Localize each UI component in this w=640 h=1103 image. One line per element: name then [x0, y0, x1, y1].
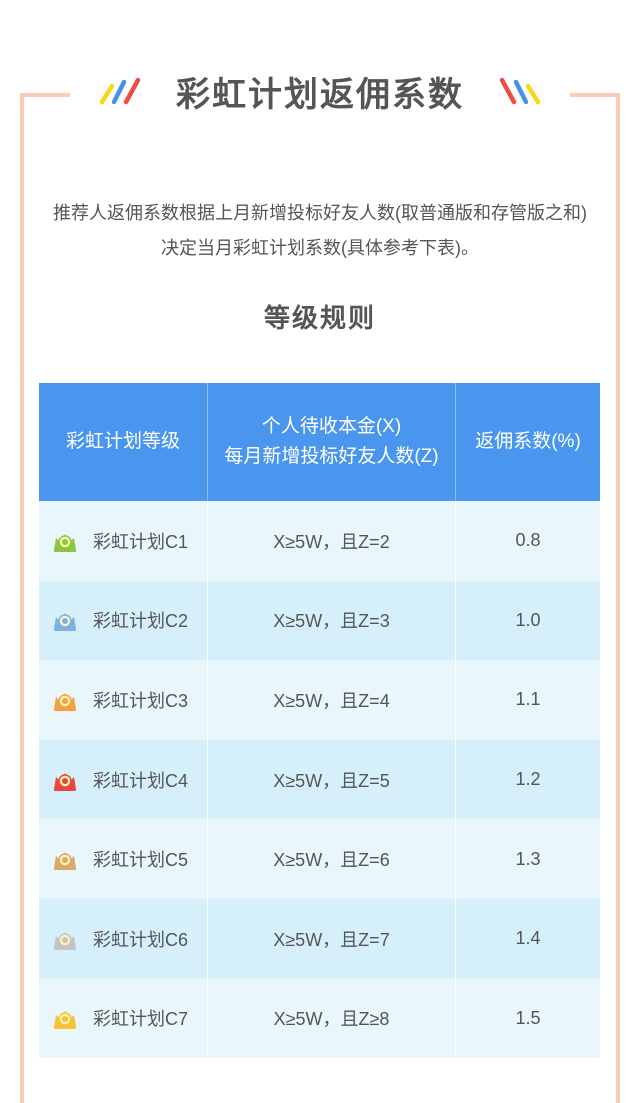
- table-body: 彩虹计划C1 X≥5W，且Z=2 0.8 彩虹计划C2 X≥5W，且Z=3 1.0 彩虹计划…: [39, 501, 600, 1059]
- header-condition: 个人待收本金(X) 每月新增投标好友人数(Z): [208, 383, 456, 501]
- silver-crown-badge-icon: [54, 931, 76, 950]
- blue-crown-badge-icon: [54, 613, 76, 632]
- cell-condition: X≥5W，且Z=4: [208, 660, 456, 740]
- table-row: 彩虹计划C7 X≥5W，且Z≥8 1.5: [39, 978, 600, 1059]
- cell-level: 彩虹计划C3: [39, 660, 208, 740]
- gold-crown-badge-icon: [54, 1011, 76, 1030]
- title-bar: 彩虹计划返佣系数: [70, 60, 570, 122]
- level-label: 彩虹计划C4: [93, 770, 189, 791]
- cell-coefficient: 1.0: [515, 609, 541, 630]
- cell-level: 彩虹计划C1: [39, 501, 208, 581]
- table-row: 彩虹计划C1 X≥5W，且Z=2 0.8: [39, 501, 600, 581]
- level-rules-table: 彩虹计划等级 个人待收本金(X) 每月新增投标好友人数(Z) 返佣系数(%) 彩…: [39, 383, 600, 1059]
- cell-coefficient: 0.8: [515, 530, 541, 551]
- level-label: 彩虹计划C6: [93, 929, 189, 950]
- header-level: 彩虹计划等级: [39, 383, 208, 501]
- table-row: 彩虹计划C2 X≥5W，且Z=3 1.0: [39, 580, 600, 661]
- cell-level: 彩虹计划C5: [39, 819, 208, 899]
- intro-line-2: 决定当月彩虹计划系数(具体参考下表)。: [161, 238, 479, 258]
- cell-level: 彩虹计划C2: [39, 580, 208, 661]
- red-crown-badge-icon: [54, 772, 76, 791]
- cell-level: 彩虹计划C6: [39, 898, 208, 979]
- cell-condition: X≥5W，且Z≥8: [208, 978, 456, 1059]
- green-crown-badge-icon: [54, 533, 76, 552]
- intro-line-1: 推荐人返佣系数根据上月新增投标好友人数(取普通版和存管版之和): [53, 203, 587, 223]
- cell-condition: X≥5W，且Z=3: [208, 580, 456, 661]
- header-coefficient: 返佣系数(%): [475, 431, 581, 452]
- level-label: 彩虹计划C7: [93, 1009, 189, 1030]
- cell-coefficient: 1.5: [515, 1007, 541, 1028]
- level-label: 彩虹计划C3: [93, 690, 189, 711]
- cell-condition: X≥5W，且Z=5: [208, 739, 456, 820]
- cell-coefficient: 1.4: [515, 928, 541, 949]
- level-label: 彩虹计划C5: [93, 850, 189, 871]
- cell-condition: X≥5W，且Z=2: [208, 501, 456, 581]
- table-row: 彩虹计划C5 X≥5W，且Z=6 1.3: [39, 819, 600, 899]
- cell-level: 彩虹计划C4: [39, 739, 208, 820]
- header-condition-line-2: 每月新增投标好友人数(Z): [224, 446, 439, 467]
- intro-text: 推荐人返佣系数根据上月新增投标好友人数(取普通版和存管版之和) 决定当月彩虹计划…: [28, 196, 612, 266]
- section-subtitle: 等级规则: [263, 303, 376, 333]
- level-label: 彩虹计划C1: [93, 531, 189, 552]
- rainbow-stripes-left-icon: [99, 77, 141, 105]
- cell-coefficient: 1.2: [515, 769, 541, 790]
- page-title: 彩虹计划返佣系数: [176, 75, 464, 114]
- cell-condition: X≥5W，且Z=6: [208, 819, 456, 899]
- cell-level: 彩虹计划C7: [39, 978, 208, 1059]
- bronze-crown-badge-icon: [54, 852, 76, 871]
- table-row: 彩虹计划C3 X≥5W，且Z=4 1.1: [39, 660, 600, 740]
- table-header: 彩虹计划等级 个人待收本金(X) 每月新增投标好友人数(Z) 返佣系数(%): [39, 383, 600, 501]
- rainbow-stripes-right-icon: [499, 77, 541, 105]
- header-condition-line-1: 个人待收本金(X): [261, 416, 402, 437]
- table-row: 彩虹计划C4 X≥5W，且Z=5 1.2: [39, 739, 600, 820]
- cell-coefficient: 1.3: [515, 848, 541, 869]
- cell-coefficient: 1.1: [515, 689, 541, 710]
- table-row: 彩虹计划C6 X≥5W，且Z=7 1.4: [39, 898, 600, 979]
- cell-condition: X≥5W，且Z=7: [208, 898, 456, 979]
- orange-crown-badge-icon: [54, 692, 76, 711]
- level-label: 彩虹计划C2: [93, 611, 189, 632]
